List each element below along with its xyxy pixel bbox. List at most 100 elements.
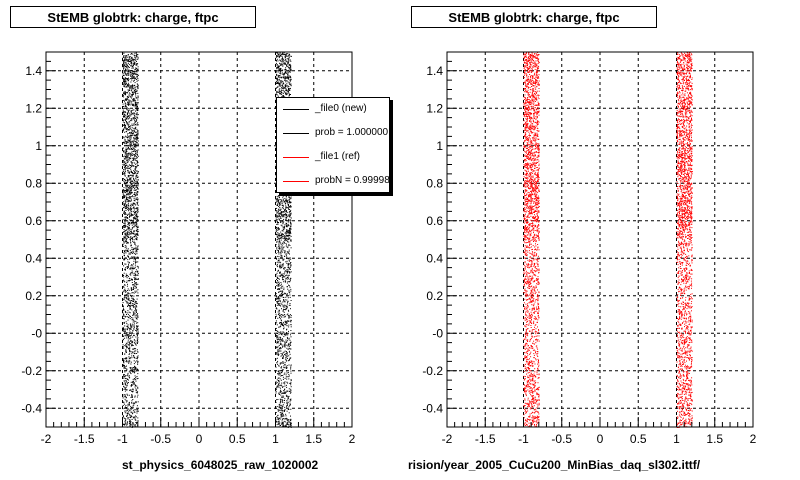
scatter-point xyxy=(126,204,128,206)
scatter-point xyxy=(286,286,288,288)
scatter-point xyxy=(287,75,288,77)
scatter-point xyxy=(285,218,287,220)
scatter-point xyxy=(284,381,286,383)
scatter-point xyxy=(290,85,292,87)
scatter-point xyxy=(286,253,288,255)
scatter-point xyxy=(136,249,138,251)
scatter-point xyxy=(277,260,279,262)
scatter-point xyxy=(133,236,135,238)
scatter-point xyxy=(279,251,281,253)
scatter-point xyxy=(127,133,129,134)
scatter-point xyxy=(283,396,285,398)
scatter-point xyxy=(128,225,130,226)
scatter-point xyxy=(276,58,278,60)
scatter-point xyxy=(282,277,284,279)
scatter-point xyxy=(282,204,284,206)
scatter-point xyxy=(136,315,138,317)
scatter-point xyxy=(129,343,131,345)
scatter-point xyxy=(126,412,128,414)
scatter-point xyxy=(279,409,281,411)
scatter-point xyxy=(128,371,130,373)
scatter-point xyxy=(279,65,280,67)
scatter-point xyxy=(125,191,127,192)
scatter-point xyxy=(276,234,277,236)
scatter-point xyxy=(124,331,126,332)
scatter-point xyxy=(286,320,288,322)
scatter-point xyxy=(136,139,138,141)
scatter-point xyxy=(136,237,138,239)
scatter-point xyxy=(126,177,128,179)
scatter-point xyxy=(124,410,126,412)
scatter-point xyxy=(131,85,132,87)
scatter-point xyxy=(130,200,132,202)
scatter-point xyxy=(127,255,128,257)
scatter-point xyxy=(290,388,292,390)
scatter-point xyxy=(280,367,282,369)
scatter-point xyxy=(127,153,129,155)
scatter-point xyxy=(275,401,277,403)
scatter-point xyxy=(130,53,132,55)
scatter-point xyxy=(136,114,138,116)
scatter-point xyxy=(134,316,136,318)
scatter-point xyxy=(128,125,130,127)
scatter-point xyxy=(123,322,125,323)
scatter-point xyxy=(277,383,279,385)
scatter-point xyxy=(283,373,285,375)
scatter-point xyxy=(281,90,283,91)
scatter-point xyxy=(129,102,131,104)
scatter-point xyxy=(137,173,139,174)
scatter-point xyxy=(134,243,136,245)
scatter-point xyxy=(276,195,278,197)
scatter-point xyxy=(130,186,132,188)
scatter-point xyxy=(135,329,137,331)
scatter-point xyxy=(123,211,125,213)
scatter-point xyxy=(136,162,138,164)
scatter-point xyxy=(122,192,124,194)
scatter-point xyxy=(130,381,132,383)
scatter-point xyxy=(122,163,124,165)
scatter-point xyxy=(283,58,285,60)
scatter-point xyxy=(135,256,137,258)
scatter-point xyxy=(128,292,130,294)
scatter-point xyxy=(132,297,134,299)
scatter-point xyxy=(286,419,288,420)
scatter-point xyxy=(131,151,133,153)
scatter-point xyxy=(287,403,289,405)
scatter-point xyxy=(130,389,132,391)
scatter-point xyxy=(123,309,125,311)
scatter-point xyxy=(288,211,290,213)
scatter-point xyxy=(122,326,124,328)
scatter-point xyxy=(285,417,287,419)
scatter-point xyxy=(123,240,125,242)
scatter-point xyxy=(279,332,281,334)
scatter-point xyxy=(289,64,291,66)
scatter-point xyxy=(288,289,290,291)
scatter-point xyxy=(284,367,286,369)
scatter-point xyxy=(123,189,125,191)
scatter-point xyxy=(136,228,138,230)
scatter-point xyxy=(125,147,127,149)
scatter-point xyxy=(129,99,131,101)
scatter-point xyxy=(289,233,291,235)
scatter-point xyxy=(285,366,287,368)
scatter-point xyxy=(127,207,129,209)
scatter-point xyxy=(136,102,138,104)
scatter-point xyxy=(127,197,129,199)
scatter-point xyxy=(137,351,139,353)
scatter-point xyxy=(130,363,132,365)
scatter-point xyxy=(135,318,137,320)
scatter-point xyxy=(275,334,277,336)
scatter-point xyxy=(125,312,127,314)
scatter-point xyxy=(133,60,135,62)
scatter-point xyxy=(131,222,133,224)
scatter-point xyxy=(134,235,136,237)
scatter-point xyxy=(123,253,125,255)
scatter-point xyxy=(134,149,136,151)
scatter-point xyxy=(276,246,278,248)
scatter-point xyxy=(282,310,284,312)
scatter-point xyxy=(129,212,131,214)
scatter-point xyxy=(282,338,283,340)
scatter-point xyxy=(123,402,125,404)
scatter-point xyxy=(136,210,138,212)
scatter-point xyxy=(286,256,288,258)
